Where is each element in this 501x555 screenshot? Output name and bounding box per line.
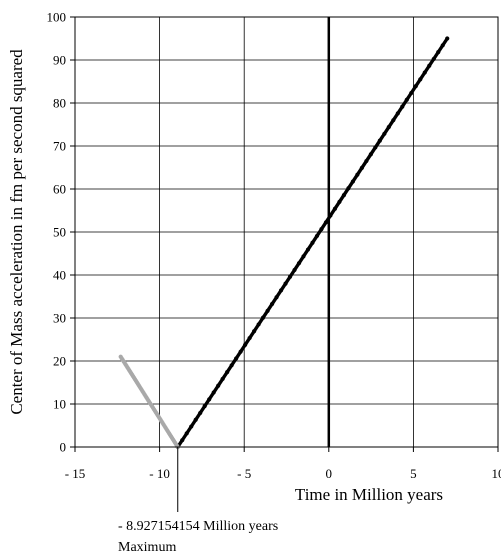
series-layer [118,36,450,450]
data-point [400,104,405,109]
x-tick-label: - 5 [237,466,251,481]
data-point [247,335,252,341]
data-point [269,301,275,307]
data-point [431,56,436,62]
data-point [413,84,418,89]
data-point [346,186,351,191]
data-point [332,206,338,211]
y-tick-label: 90 [53,53,66,68]
data-point [189,424,194,429]
data-point [440,43,445,48]
y-tick-label: 0 [60,440,67,455]
data-point [193,417,198,422]
x-tick-label: 10 [492,466,501,481]
data-point [364,158,369,164]
data-point [386,124,391,130]
data-point [243,342,248,347]
data-point [395,111,400,116]
y-tick-label: 60 [53,182,66,197]
data-point [256,322,261,327]
data-point [229,363,234,368]
data-point [337,199,342,204]
annotation-text: - 8.927154154 Million years [118,519,278,534]
y-tick-label: 20 [53,354,66,369]
data-point [359,165,365,170]
y-tick-label: 80 [53,96,66,111]
data-point [436,50,441,55]
data-point [180,438,185,443]
data-point [283,281,288,286]
data-point [202,404,207,409]
y-tick-label: 70 [53,139,66,154]
data-point [301,254,306,259]
y-tick-label: 100 [47,10,67,25]
data-point [252,329,257,334]
data-point [220,376,225,382]
x-axis-label: Time in Million years [295,485,443,504]
x-tick-label: 5 [410,466,417,481]
y-axis-label: Center of Mass acceleration in fm per se… [7,49,26,415]
data-point [404,97,409,102]
data-point [350,179,356,184]
data-point [292,267,297,273]
data-point [238,349,243,354]
data-point [211,390,216,395]
x-tick-label: - 15 [65,466,86,481]
data-point [274,295,279,300]
data-point [265,308,270,313]
y-tick-label: 40 [53,268,66,283]
data-point [207,397,212,402]
data-point [184,431,189,436]
data-point [427,63,432,68]
annotation-label: Maximum [118,540,176,555]
data-point [418,77,423,82]
data-point [234,356,239,361]
data-point [216,383,221,388]
y-tick-label: 10 [53,397,66,412]
data-point [287,274,293,279]
y-tick-label: 30 [53,311,66,326]
y-tick-label: 50 [53,225,66,240]
data-point [341,192,347,198]
data-point [422,70,427,75]
data-point [198,410,203,416]
tick-labels: 0 10 20 30 40 50 60 70 80 90 100 - 15 - 10 - 5 0 5 10 [47,10,501,482]
data-point [377,138,382,143]
data-point [373,145,378,150]
data-point [319,227,324,232]
data-point [355,172,360,177]
data-point [445,36,450,41]
data-point [314,233,320,239]
data-point [409,90,414,96]
axes [70,16,499,452]
data-point [260,315,266,320]
data-point [296,261,302,266]
data-point [278,288,284,293]
data-point [305,247,311,252]
data-point [382,131,387,136]
data-point [225,370,230,375]
data-point [310,240,315,245]
data-point [323,220,329,225]
x-tick-label: 0 [326,466,333,481]
data-point [391,118,396,123]
annotation: - 8.927154154 Million years Maximum [118,447,278,555]
x-tick-label: - 10 [149,466,170,481]
data-point [368,152,373,157]
